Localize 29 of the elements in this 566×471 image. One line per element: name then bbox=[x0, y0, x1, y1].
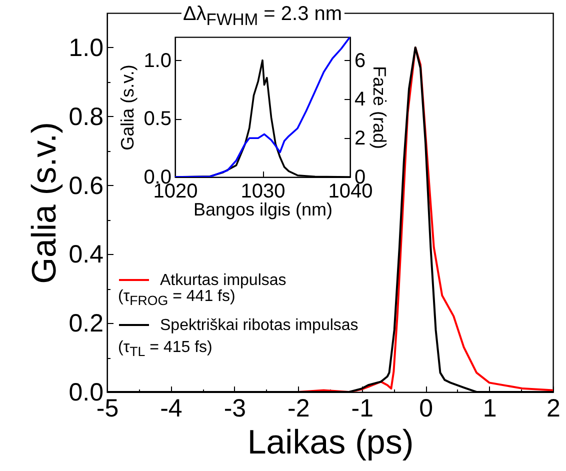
x-tick-label: -1 bbox=[351, 394, 374, 422]
annotation: (τ$_{TL}$ = 415 fs) bbox=[118, 338, 212, 362]
legend-label: Spektriškai ribotas impulsas bbox=[160, 317, 358, 334]
y-tick-label: 0.6 bbox=[68, 172, 104, 200]
x-tick-label: -4 bbox=[160, 394, 182, 422]
y-tick-label: 0.5 bbox=[144, 108, 172, 130]
y2-axis-title: Fazė (rad) bbox=[370, 66, 390, 150]
legend-label: Atkurtas impulsas bbox=[160, 272, 286, 289]
y2-tick-label: 4 bbox=[354, 88, 366, 111]
y2-tick-label: 2 bbox=[354, 128, 366, 150]
x-tick-label: -3 bbox=[224, 394, 246, 422]
x-tick-label: 0 bbox=[419, 394, 434, 422]
y-axis-title: Galia (s.v.) bbox=[118, 64, 138, 150]
y2-tick-label: 6 bbox=[354, 50, 366, 72]
y-tick-label: 1.0 bbox=[68, 34, 104, 62]
y-axis-title: Galia (s.v.) bbox=[26, 122, 64, 284]
y-tick-label: 0.8 bbox=[68, 102, 104, 131]
y-tick-label: 1.0 bbox=[144, 50, 172, 72]
x-tick-label: 1030 bbox=[240, 180, 286, 202]
y-tick-label: 0.2 bbox=[68, 310, 104, 338]
x-axis-title: Bangos ilgis (nm) bbox=[193, 200, 333, 220]
chart-title: Δλ$_{FWHM}$ = 2.3 nm bbox=[180, 2, 344, 32]
x-tick-label: 1 bbox=[482, 394, 497, 422]
x-axis-title: Laikas (ps) bbox=[247, 424, 414, 462]
annotation: (τ$_{FROG}$ = 441 fs) bbox=[118, 288, 236, 310]
line-series bbox=[175, 37, 350, 177]
x-tick-label: 2 bbox=[546, 394, 560, 422]
y-tick-label: 0.4 bbox=[68, 240, 104, 269]
x-tick-label: -2 bbox=[288, 394, 310, 422]
